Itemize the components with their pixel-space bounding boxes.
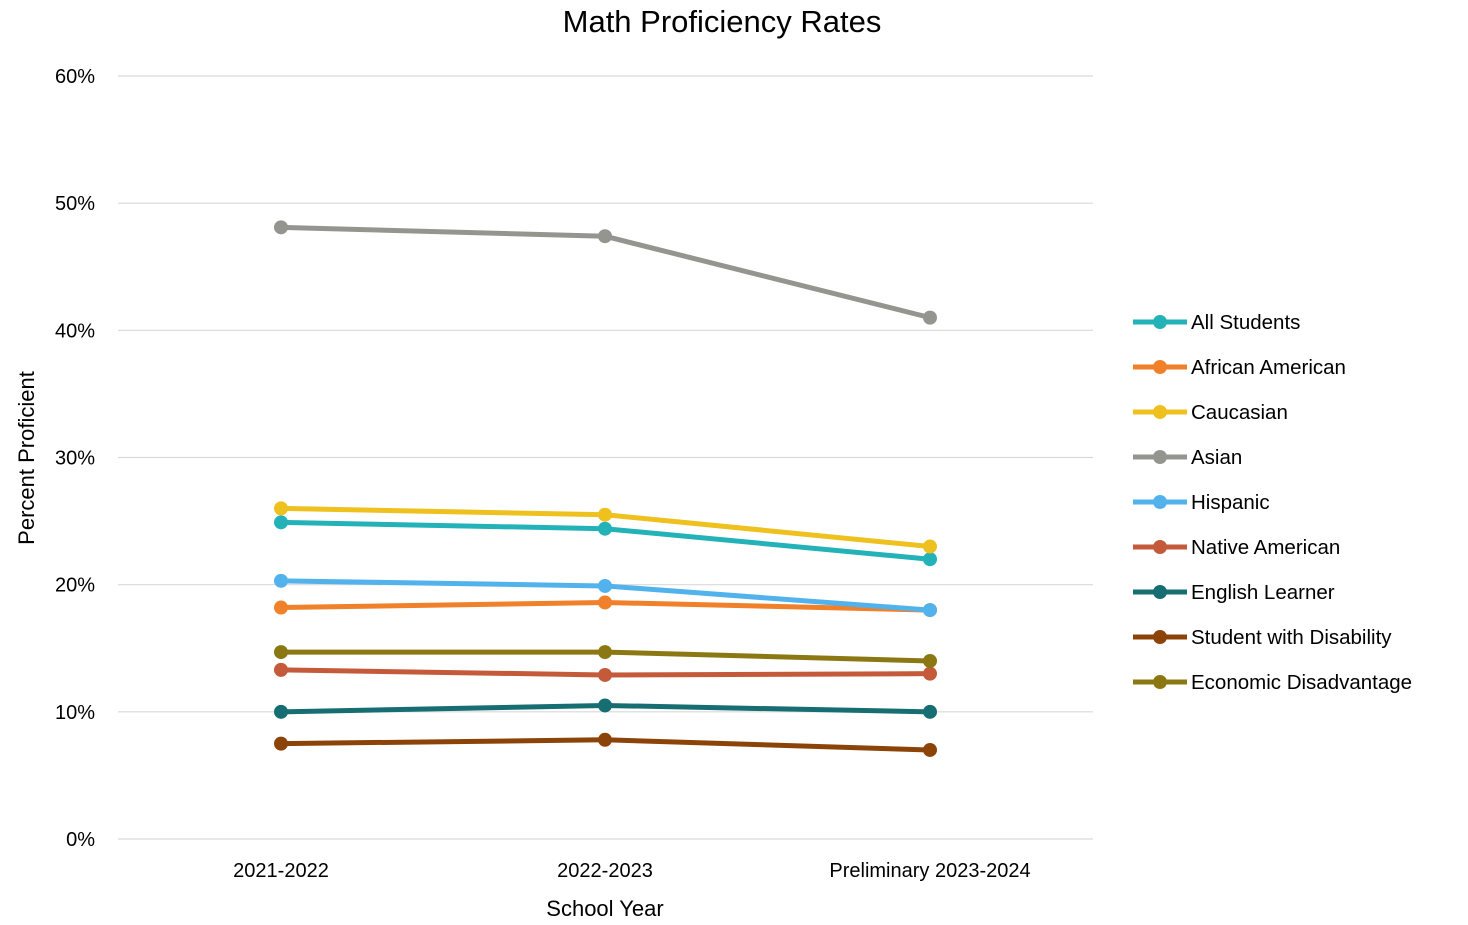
legend-item: Hispanic — [1133, 491, 1270, 514]
y-tick-label: 20% — [55, 575, 95, 597]
data-point — [598, 508, 612, 522]
data-point — [274, 220, 288, 234]
legend-label: African American — [1191, 356, 1346, 379]
data-point — [274, 515, 288, 529]
legend-item: All Students — [1133, 311, 1300, 334]
data-point — [923, 743, 937, 757]
data-point — [598, 668, 612, 682]
series-asian — [274, 220, 937, 324]
legend-label: Asian — [1191, 446, 1242, 469]
series-student-with-disability — [274, 733, 937, 757]
series-hispanic — [274, 574, 937, 617]
series-economic-disadvantage — [274, 645, 937, 668]
series-lines — [274, 220, 937, 757]
legend-label: Student with Disability — [1191, 626, 1392, 649]
data-point — [274, 501, 288, 515]
data-point — [598, 579, 612, 593]
data-point — [923, 603, 937, 617]
series-english-learner — [274, 698, 937, 718]
chart-title: Math Proficiency Rates — [563, 4, 882, 39]
y-tick-label: 60% — [55, 66, 95, 88]
legend-label: Caucasian — [1191, 401, 1288, 424]
legend-item: Native American — [1133, 536, 1340, 559]
y-tick-label: 0% — [66, 829, 95, 851]
legend-marker — [1153, 495, 1167, 509]
legend-marker — [1153, 540, 1167, 554]
x-tick-label: 2022-2023 — [557, 860, 653, 882]
data-point — [598, 595, 612, 609]
series-all-students — [274, 515, 937, 566]
gridlines — [118, 76, 1093, 839]
data-point — [923, 667, 937, 681]
y-tick-label: 40% — [55, 320, 95, 342]
data-point — [598, 522, 612, 536]
series-native-american — [274, 663, 937, 682]
data-point — [598, 698, 612, 712]
legend-marker — [1153, 675, 1167, 689]
legend-item: Asian — [1133, 446, 1242, 469]
data-point — [274, 737, 288, 751]
data-point — [274, 645, 288, 659]
y-axis-ticks: 0% 10% 20% 30% 40% 50% 60% — [55, 66, 95, 851]
y-tick-label: 10% — [55, 702, 95, 724]
series-african-american — [274, 595, 937, 617]
legend-item: Economic Disadvantage — [1133, 671, 1412, 694]
data-point — [274, 574, 288, 588]
data-point — [923, 654, 937, 668]
legend-marker — [1153, 315, 1167, 329]
y-tick-label: 30% — [55, 448, 95, 470]
data-point — [598, 229, 612, 243]
y-tick-label: 50% — [55, 193, 95, 215]
data-point — [598, 733, 612, 747]
data-point — [923, 705, 937, 719]
data-point — [274, 601, 288, 615]
data-point — [274, 705, 288, 719]
legend-marker — [1153, 405, 1167, 419]
data-point — [598, 645, 612, 659]
x-axis-title: School Year — [546, 896, 663, 920]
data-point — [923, 552, 937, 566]
legend-item: Student with Disability — [1133, 626, 1392, 649]
legend-item: Caucasian — [1133, 401, 1288, 424]
x-tick-label: Preliminary 2023-2024 — [829, 860, 1030, 882]
legend-item: English Learner — [1133, 581, 1335, 604]
legend-label: All Students — [1191, 311, 1300, 334]
x-tick-label: 2021-2022 — [233, 860, 329, 882]
legend-marker — [1153, 585, 1167, 599]
legend-marker — [1153, 360, 1167, 374]
legend-label: Hispanic — [1191, 491, 1270, 514]
legend-label: English Learner — [1191, 581, 1335, 604]
legend-marker — [1153, 630, 1167, 644]
legend-label: Economic Disadvantage — [1191, 671, 1412, 694]
legend: All Students African American Caucasian Asi… — [1133, 311, 1412, 694]
legend-marker — [1153, 450, 1167, 464]
data-point — [923, 540, 937, 554]
legend-item: African American — [1133, 356, 1346, 379]
legend-label: Native American — [1191, 536, 1340, 559]
y-axis-title: Percent Proficient — [14, 371, 39, 545]
data-point — [274, 663, 288, 677]
x-axis-ticks: 2021-2022 2022-2023 Preliminary 2023-2024 — [233, 860, 1030, 882]
data-point — [923, 311, 937, 325]
